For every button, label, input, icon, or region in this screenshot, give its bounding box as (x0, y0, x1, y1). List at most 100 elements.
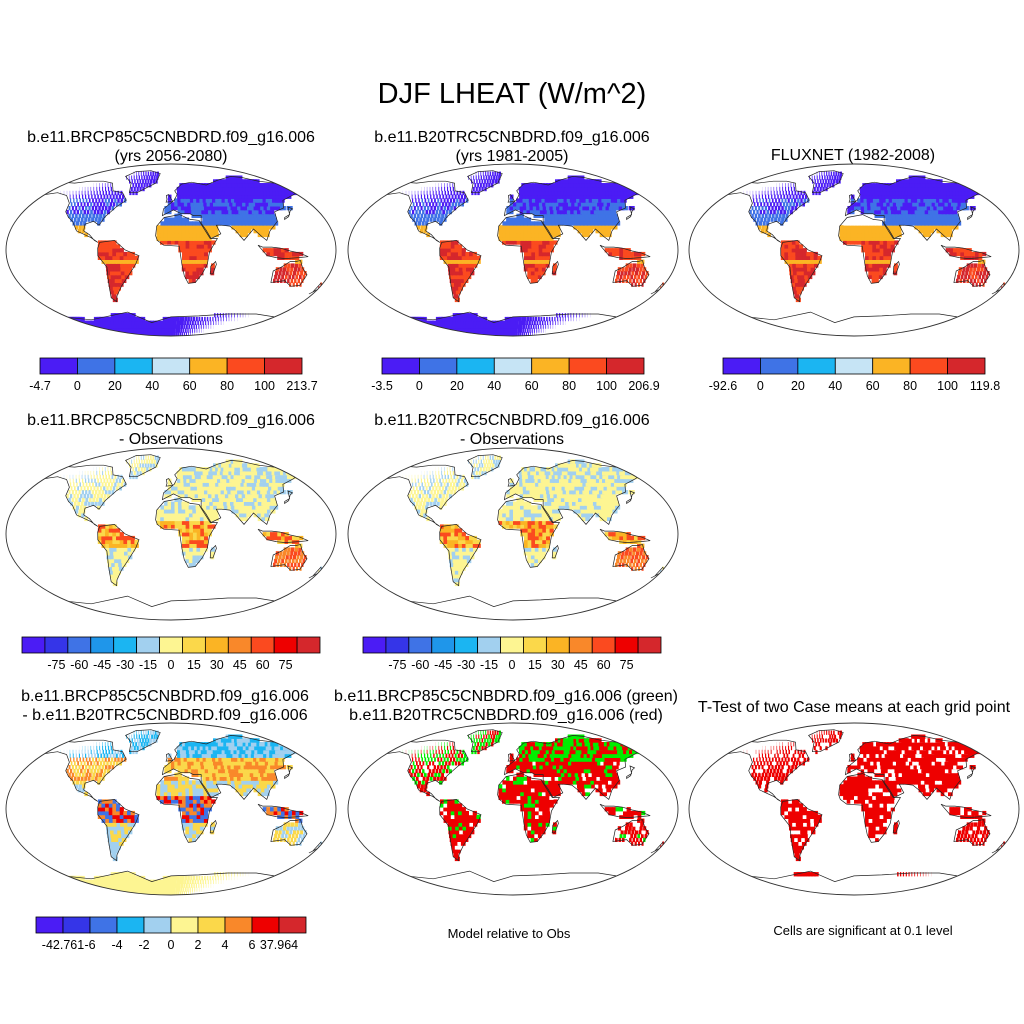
colorbar-swatch (947, 357, 986, 375)
panel-title-case1-obs: b.e11.BRCP85C5CNBDRD.f09_g16.006 - Obser… (0, 411, 342, 449)
note-closer: Model relative to Obs (447, 926, 571, 941)
colorbar-swatch (500, 636, 524, 654)
map-land-cells (402, 730, 665, 862)
colorbar-swatch (797, 357, 836, 375)
panel-title-line: - b.e11.B20TRC5CNBDRD.f09_g16.006 (22, 707, 308, 724)
colorbar-label: -42.761 (42, 938, 84, 952)
map-land-cells (47, 730, 323, 895)
colorbar-swatch (136, 636, 160, 654)
colorbar-swatch (568, 636, 593, 654)
colorbar-swatch (419, 357, 458, 375)
colorbar-swatch (523, 636, 547, 654)
colorbar-swatch (264, 357, 303, 375)
colorbar-swatch (170, 916, 199, 934)
panel-title-case2: b.e11.B20TRC5CNBDRD.f09_g16.006 (yrs 198… (342, 128, 682, 166)
colorbar-swatch (114, 357, 153, 375)
colorbar-label: 75 (620, 658, 634, 672)
colorbar-label: 6 (249, 938, 256, 952)
colorbar-label: 20 (108, 379, 122, 393)
colorbar-label: 80 (220, 379, 234, 393)
colorbar-swatch (834, 357, 874, 375)
colorbar-swatch (189, 357, 228, 375)
colorbar-obs: -92.6 0 20 40 60 80 100 119.8 (709, 357, 1000, 393)
colorbar-swatch (204, 636, 229, 654)
colorbar-swatch (116, 916, 145, 934)
colorbar-swatch (362, 636, 387, 654)
colorbar-case1: -4.7 0 20 40 60 80 100 213.7 (29, 357, 318, 393)
map-land-cells (60, 455, 323, 587)
colorbar-label: 40 (145, 379, 159, 393)
colorbar-swatch (296, 636, 321, 654)
colorbar-swatch (197, 916, 226, 934)
colorbar-swatch (21, 636, 46, 654)
colorbar-swatch (67, 636, 92, 654)
colorbar-swatch (614, 636, 639, 654)
colorbar-label: 100 (254, 379, 275, 393)
map-border (347, 722, 679, 896)
panel-title-line: FLUXNET (1982-2008) (770, 147, 936, 164)
map-land-cells (743, 171, 1006, 303)
colorbar-label: 100 (596, 379, 617, 393)
colorbar-label: 15 (528, 658, 542, 672)
colorbar-label: 30 (551, 658, 565, 672)
colorbar-swatch (224, 916, 253, 934)
colorbar-label: 30 (210, 658, 224, 672)
colorbar-label: 40 (487, 379, 501, 393)
coastline (43, 729, 324, 895)
colorbar-label: -60 (70, 658, 88, 672)
colorbar-swatch (35, 916, 64, 934)
colorbar-swatch (606, 357, 645, 375)
colorbar-swatch (456, 357, 495, 375)
map-case-diff (5, 722, 337, 896)
map-border (347, 447, 679, 621)
colorbar-swatch (408, 636, 433, 654)
panel-title-line: b.e11.B20TRC5CNBDRD.f09_g16.006 (red) (349, 707, 663, 724)
colorbar-label: -75 (47, 658, 65, 672)
panel-title-line: T-Test of two Case means at each grid po… (697, 699, 1011, 716)
colorbar-label: 20 (450, 379, 464, 393)
map-border (5, 722, 337, 896)
colorbar-label: 75 (279, 658, 293, 672)
colorbar-label: 80 (562, 379, 576, 393)
colorbar-swatch (159, 636, 183, 654)
colorbar-label: 20 (791, 379, 805, 393)
colorbar-swatch (545, 636, 570, 654)
panel-title-closer: b.e11.BRCP85C5CNBDRD.f09_g16.006 (green)… (326, 687, 686, 725)
colorbar-swatch (909, 357, 948, 375)
colorbar-label: 0 (168, 658, 175, 672)
colorbar-label: -2 (138, 938, 149, 952)
colorbar-swatch (531, 357, 570, 375)
map-ttest (688, 722, 1020, 896)
coastline (43, 454, 324, 620)
colorbar-swatch (872, 357, 911, 375)
panel-title-line: b.e11.BRCP85C5CNBDRD.f09_g16.006 (27, 412, 315, 429)
colorbar-case2-obs: -75 -60 -45 -30 -15 0 15 30 45 60 75 (362, 636, 662, 672)
panel-title-line: b.e11.B20TRC5CNBDRD.f09_g16.006 (374, 412, 650, 429)
colorbar-swatch (381, 357, 420, 375)
colorbar-label: -92.6 (709, 379, 738, 393)
panel-title-obs: FLUXNET (1982-2008) (682, 146, 1024, 165)
colorbar-swatch (77, 357, 116, 375)
panel-title-line: b.e11.BRCP85C5CNBDRD.f09_g16.006 (27, 129, 315, 146)
colorbar-swatch (760, 357, 799, 375)
colorbar-label: 45 (233, 658, 247, 672)
colorbar-swatch (90, 636, 115, 654)
panel-title-case-diff: b.e11.BRCP85C5CNBDRD.f09_g16.006 - b.e11… (0, 687, 330, 725)
panel-title-line: b.e11.BRCP85C5CNBDRD.f09_g16.006 (21, 688, 309, 705)
colorbar-label: -15 (139, 658, 157, 672)
panel-title-case1: b.e11.BRCP85C5CNBDRD.f09_g16.006 (yrs 20… (0, 128, 342, 166)
colorbar-swatch (251, 916, 280, 934)
colorbar-swatch (477, 636, 501, 654)
map-case2-obs (347, 447, 679, 621)
colorbar-swatch (278, 916, 307, 934)
map-land-cells (389, 171, 665, 336)
colorbar-swatch (493, 357, 533, 375)
colorbar-swatch (44, 636, 69, 654)
colorbar-label: 60 (866, 379, 880, 393)
colorbar-label: -30 (116, 658, 134, 672)
panel-title-line: - Observations (459, 431, 565, 448)
panel-title-line: b.e11.B20TRC5CNBDRD.f09_g16.006 (374, 129, 650, 146)
colorbar-label: 0 (168, 938, 175, 952)
panel-title-line: - Observations (118, 431, 224, 448)
colorbar-label: 60 (597, 658, 611, 672)
